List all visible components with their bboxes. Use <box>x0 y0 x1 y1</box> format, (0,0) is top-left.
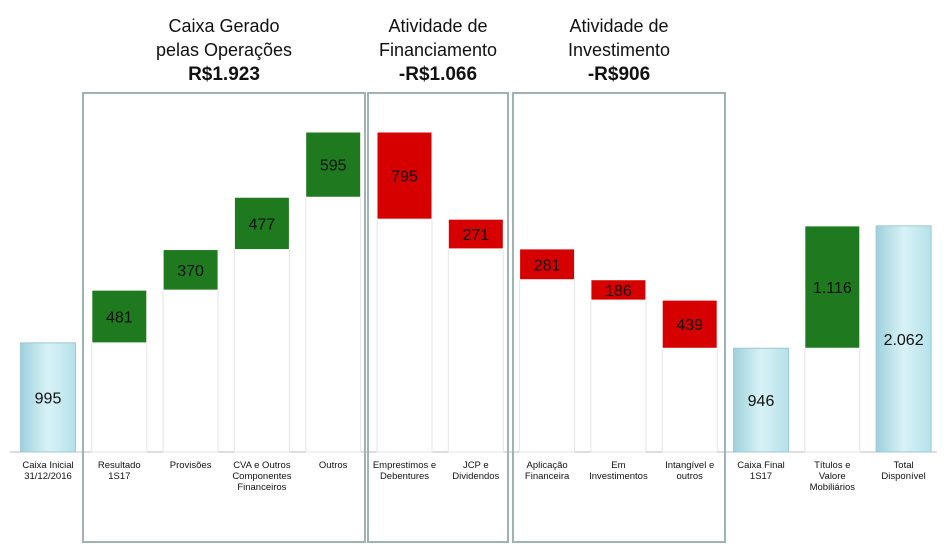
category-label: Caixa Inicial 31/12/2016 <box>22 460 74 482</box>
connector <box>376 218 433 453</box>
category-label: Intangível e outros <box>665 460 715 482</box>
value-label: 186 <box>605 283 632 300</box>
category-label: Outros <box>318 460 348 471</box>
value-label: 271 <box>462 227 489 244</box>
value-label: 995 <box>35 390 62 407</box>
bar <box>233 196 290 251</box>
category-label: Resultado 1S17 <box>97 460 141 482</box>
group-title: Atividade de Investimento <box>567 16 671 60</box>
bar <box>20 342 76 453</box>
category-label: JCP e Dividendos <box>452 460 500 482</box>
group-box <box>367 92 509 543</box>
group-total: -R$1.066 <box>398 64 478 85</box>
bar <box>519 248 576 281</box>
connector <box>91 342 148 453</box>
group-box <box>512 92 726 543</box>
category-label: Emprestimos e Debentures <box>372 460 437 482</box>
category-label: Caixa Final 1S17 <box>737 460 785 482</box>
connector <box>233 249 290 453</box>
category-label: Títulos e Valore Mobiliários <box>809 460 855 493</box>
connector <box>162 289 219 453</box>
group-title: Caixa Gerado pelas Operações <box>155 16 293 60</box>
category-label: Aplicação Financeira <box>524 460 570 482</box>
value-label: 477 <box>249 216 276 233</box>
value-label: 439 <box>676 317 703 334</box>
value-label: 481 <box>106 310 133 327</box>
group-total: -R$906 <box>587 64 651 85</box>
value-label: 2.062 <box>884 332 924 349</box>
bar <box>305 131 362 198</box>
connector <box>590 299 647 453</box>
value-label: 1.116 <box>813 280 852 297</box>
bar <box>875 225 932 453</box>
value-label: 595 <box>320 158 347 175</box>
bar <box>376 131 433 220</box>
connector <box>804 347 861 453</box>
category-label: CVA e Outros Componentes Financeiros <box>232 460 292 493</box>
group-title: Atividade de Financiamento <box>378 16 498 60</box>
category-label: Provisões <box>169 460 212 471</box>
category-label: Total Disponível <box>881 460 926 482</box>
group-box <box>82 92 366 543</box>
connector <box>305 196 362 453</box>
bar <box>733 347 789 453</box>
connector <box>447 248 504 453</box>
bar <box>162 249 219 291</box>
value-label: 795 <box>391 169 418 186</box>
connector <box>519 279 576 453</box>
value-label: 370 <box>177 263 204 280</box>
connector <box>661 347 718 453</box>
bar <box>590 279 647 301</box>
bar <box>91 289 148 344</box>
bar <box>661 299 718 349</box>
category-label: Em Investimentos <box>589 460 648 482</box>
value-label: 946 <box>748 393 775 410</box>
bar <box>447 218 504 250</box>
bar <box>804 225 861 349</box>
value-label: 281 <box>534 257 561 274</box>
group-total: R$1.923 <box>188 64 260 85</box>
